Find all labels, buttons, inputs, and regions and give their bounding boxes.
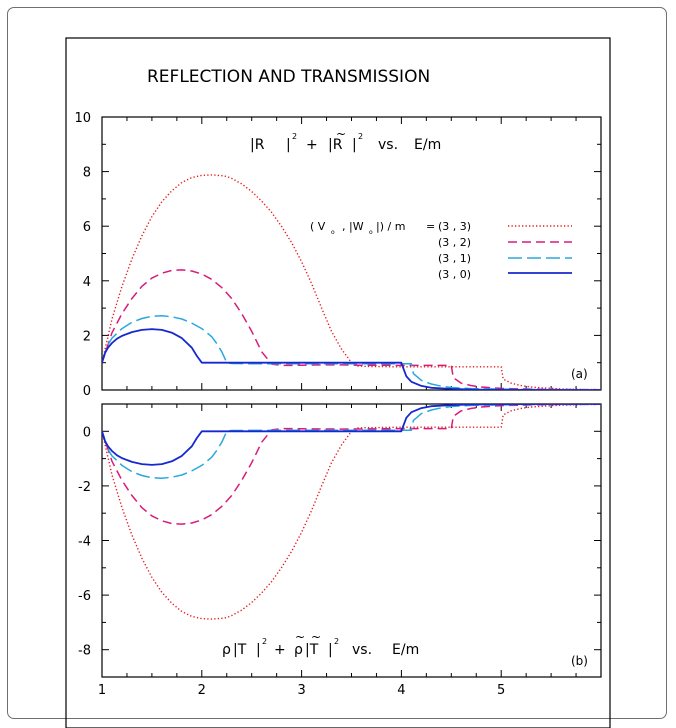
panel-a-title-plus: + (306, 137, 318, 153)
panel-a-title-r: |R (250, 137, 265, 153)
y-tick-label: 10 (74, 111, 91, 126)
panel-b-title-sup1: 2 (262, 637, 267, 646)
x-tick-label: 5 (497, 683, 505, 698)
y-tick-label: 6 (83, 220, 91, 235)
y-tick-label: -2 (78, 480, 91, 495)
y-tick-label: 2 (83, 329, 91, 344)
y-tick-label: -6 (78, 589, 91, 604)
panel-a-title-sup2: 2 (358, 132, 363, 141)
panel-b-title-bar2: | (328, 642, 333, 658)
panel-b-title-plus: + (274, 642, 286, 658)
figure-title: REFLECTION AND TRANSMISSION (147, 67, 430, 87)
legend-header-eq: = (426, 220, 435, 233)
legend-header-a: ( V (310, 220, 326, 233)
panel-a-title: |R | 2 + |R ~ | 2 vs. E/m (250, 127, 441, 153)
x-tick-label: 4 (397, 683, 405, 698)
panel-b-title-rho2: ρ (294, 642, 303, 658)
panel-b: 1 2 3 4 5 0 -2 -4 -6 -8 (b) (78, 403, 602, 698)
series-line-2 (102, 269, 601, 390)
panel-b-title-tilde2: ~ (311, 630, 321, 644)
y-tick-label: -8 (78, 644, 91, 659)
panel-a-title-bar2: | (352, 137, 357, 153)
panel-b-title: ρ |T | 2 + ρ ~ |T ~ | 2 vs. E/m (222, 630, 419, 658)
legend: ( V o , |W o |) / m = (3 , 3) (3 , 2) (3… (310, 220, 572, 281)
legend-label-2: (3 , 2) (438, 236, 471, 249)
panel-b-title-t: |T (233, 642, 247, 658)
panel-a: 0 2 4 6 8 10 (a) (74, 111, 602, 399)
y-tick-label: 0 (83, 384, 91, 399)
legend-header-sub-2: o (369, 229, 373, 236)
figure-frame (7, 7, 667, 719)
y-tick-label: 0 (83, 425, 91, 440)
panel-b-title-tilde1: ~ (295, 630, 305, 644)
plot-frame (101, 116, 602, 391)
panel-b-title-em: E/m (392, 642, 419, 658)
panel-a-title-vs: vs. (378, 137, 398, 153)
legend-label-3: (3 , 1) (438, 252, 471, 265)
y-tick-label: 8 (83, 166, 91, 181)
panel-label: (a) (571, 367, 588, 381)
panel-b-title-bar: | (256, 642, 261, 658)
panel-a-title-bar: | (286, 137, 291, 153)
x-tick-label: 2 (198, 683, 206, 698)
panel-a-title-sup1: 2 (292, 132, 297, 141)
x-tick-label: 1 (98, 683, 106, 698)
plot-frame (101, 403, 602, 678)
panel-b-title-ttilde: |T (305, 642, 319, 658)
y-tick-label: -4 (78, 535, 91, 550)
series-line-1 (102, 174, 601, 390)
legend-label-4: (3 , 0) (438, 268, 471, 281)
legend-header-c: |) / m (376, 220, 405, 233)
panel-label: (b) (571, 654, 588, 668)
series-line-1 (102, 404, 601, 620)
series-line-2 (102, 404, 601, 525)
series-line-3 (102, 404, 601, 480)
panel-b-title-rho: ρ (222, 642, 231, 658)
legend-label-1: (3 , 3) (438, 220, 471, 233)
panel-a-title-tilde: ~ (336, 127, 346, 141)
panel-a-title-em: E/m (414, 137, 441, 153)
inner-figure-border (65, 37, 611, 728)
series-line-3 (102, 314, 601, 390)
chart-panels: 0 2 4 6 8 10 (a) 1 2 3 4 5 0 -2 -4 -6 -8 (b) (74, 111, 602, 698)
panel-b-title-sup2: 2 (334, 637, 339, 646)
legend-header-b: , |W (342, 220, 364, 233)
series-line-4 (102, 328, 601, 390)
x-tick-label: 3 (297, 683, 305, 698)
y-tick-label: 4 (83, 275, 91, 290)
panel-a-title-rtilde: |R (328, 137, 343, 153)
series-line-4 (102, 404, 601, 466)
panel-b-title-vs: vs. (352, 642, 372, 658)
legend-header-sub-1: o (331, 229, 335, 236)
